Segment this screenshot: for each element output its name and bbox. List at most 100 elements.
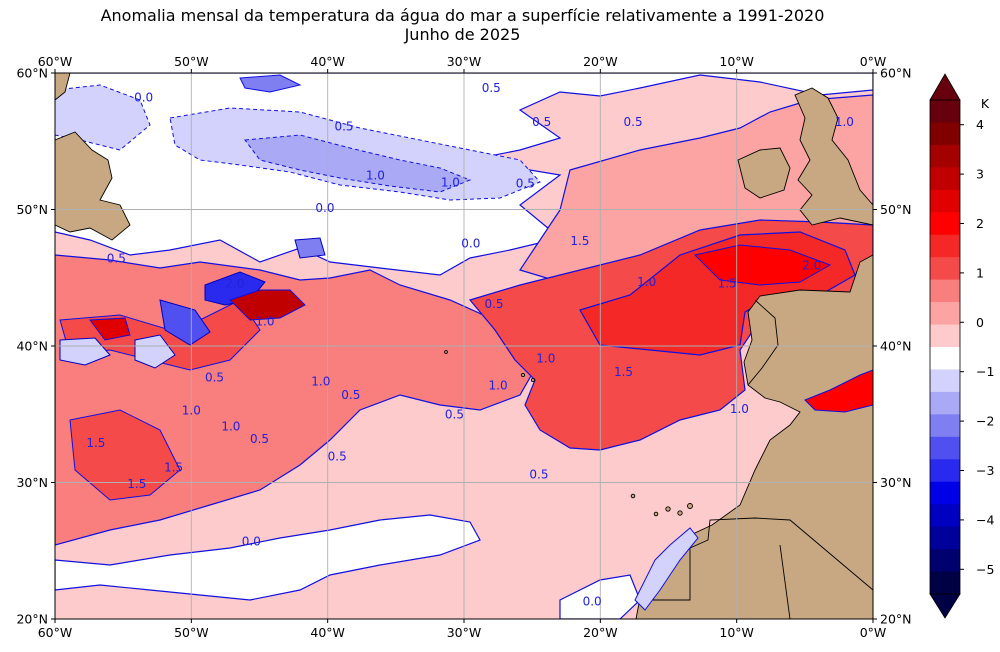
contour-label: 0.5 bbox=[529, 467, 548, 481]
lat-tick-label-right: 60°N bbox=[880, 66, 912, 81]
lon-tick-label-top: 40°W bbox=[310, 54, 345, 69]
colorbar-segment bbox=[930, 526, 960, 550]
colorbar-unit: K bbox=[981, 96, 990, 111]
colorbar-segment bbox=[930, 481, 960, 505]
lon-tick-label-top: 30°W bbox=[447, 54, 482, 69]
land-newfoundland bbox=[55, 131, 131, 241]
lon-tick-label-bottom: 20°W bbox=[583, 625, 618, 640]
colorbar-segment bbox=[930, 212, 960, 236]
contour-label: 0.5 bbox=[205, 370, 224, 384]
colorbar: 4 3 2 1 0 −1 −2 −3 −4 −5 bbox=[929, 73, 994, 619]
anomaly-region-cold-4 bbox=[239, 74, 302, 93]
colorbar-segment bbox=[930, 436, 960, 460]
land-labrador bbox=[55, 73, 71, 101]
lon-tick-label-top: 50°W bbox=[174, 54, 209, 69]
contour-label: 1.0 bbox=[255, 315, 274, 329]
lat-tick-label-left: 40°N bbox=[16, 339, 48, 354]
anomaly-eddy-red-1 bbox=[229, 289, 306, 321]
anomaly-region-hot-core bbox=[694, 244, 832, 286]
contour-label: 0.5 bbox=[328, 450, 347, 464]
land-madeira bbox=[630, 493, 636, 499]
contour-label: 1.0 bbox=[221, 420, 240, 434]
colorbar-tick-label: 3 bbox=[976, 167, 984, 182]
lon-tick-label-bottom: 0°W bbox=[860, 625, 887, 640]
contour-label: 1.0 bbox=[366, 168, 385, 182]
colorbar-segment bbox=[930, 234, 960, 258]
land-canary-1 bbox=[665, 506, 671, 512]
colorbar-extend-max bbox=[929, 73, 961, 101]
land-canary-2 bbox=[677, 510, 683, 516]
lat-tick-label-right: 30°N bbox=[880, 475, 912, 490]
contour-label: 0.5 bbox=[107, 252, 126, 266]
anomaly-eddy-blue-3 bbox=[59, 337, 111, 366]
colorbar-tick-label: −4 bbox=[976, 512, 994, 527]
land-canary-3 bbox=[687, 503, 693, 509]
colorbar-segment bbox=[930, 144, 960, 168]
anomaly-region-cold-2 bbox=[244, 134, 472, 193]
contour-label: 1.0 bbox=[489, 379, 508, 393]
anomaly-eddy-red-2 bbox=[89, 317, 131, 341]
contour-label: 0.5 bbox=[516, 177, 535, 191]
contour-label: 0.5 bbox=[532, 115, 551, 129]
lon-tick-label-bottom: 40°W bbox=[310, 625, 345, 640]
colorbar-segment bbox=[930, 167, 960, 191]
contour-label: 1.0 bbox=[835, 115, 854, 129]
contour-label: 0.0 bbox=[242, 534, 261, 548]
anomaly-mediterranean-warm bbox=[804, 369, 873, 413]
lon-tick-label-bottom: 60°W bbox=[38, 625, 73, 640]
colorbar-segment bbox=[930, 189, 960, 213]
contour-label: 0.0 bbox=[134, 91, 153, 105]
longitude-ticks-top: 60°W 50°W 40°W 30°W 20°W 10°W 0°W bbox=[38, 54, 887, 73]
colorbar-tick-label: 2 bbox=[976, 216, 984, 231]
contour-label: 1.5 bbox=[164, 461, 183, 475]
contour-label: 1.5 bbox=[614, 365, 633, 379]
lat-tick-label-right: 20°N bbox=[880, 612, 912, 627]
lat-tick-label-left: 30°N bbox=[16, 475, 48, 490]
land-canary-4 bbox=[653, 511, 659, 517]
latitude-ticks-left: 60°N 50°N 40°N 30°N 20°N bbox=[16, 66, 55, 627]
map-title: Anomalia mensal da temperatura da água d… bbox=[100, 6, 825, 25]
contour-label: 1.5 bbox=[570, 234, 589, 248]
contour-label: 1.0 bbox=[311, 375, 330, 389]
lat-tick-label-left: 50°N bbox=[16, 202, 48, 217]
contour-label: 1.0 bbox=[637, 275, 656, 289]
lon-tick-label-bottom: 10°W bbox=[719, 625, 754, 640]
contour-label: 2.0 bbox=[802, 259, 821, 273]
colorbar-segment bbox=[930, 459, 960, 483]
contour-label: 0.5 bbox=[624, 115, 643, 129]
land-great-britain bbox=[794, 87, 873, 226]
colorbar-segment bbox=[930, 257, 960, 281]
contour-labels: 0.0 0.5 0.5 0.5 0.5 1.0 1.0 1.0 0.5 0.0 0.0 0.5 1.5 2… bbox=[86, 81, 854, 608]
colorbar-tick-label: 4 bbox=[976, 117, 984, 132]
colorbar-frame bbox=[929, 99, 961, 595]
colorbar-segment bbox=[930, 414, 960, 438]
lon-tick-label-bottom: 50°W bbox=[174, 625, 209, 640]
contour-label: 2.0 bbox=[225, 276, 244, 290]
contour-label: 0.5 bbox=[482, 81, 501, 95]
gridlines bbox=[55, 73, 873, 619]
colorbar-tick-label: −2 bbox=[976, 414, 994, 429]
anomaly-eddy-blue-2 bbox=[159, 299, 211, 346]
anomaly-coastal-cold bbox=[634, 527, 699, 611]
land-ireland bbox=[737, 147, 791, 199]
colorbar-segment bbox=[930, 100, 960, 123]
contour-label: 0.5 bbox=[445, 407, 464, 421]
lon-tick-label-top: 60°W bbox=[38, 54, 73, 69]
land-azores-1 bbox=[520, 372, 526, 378]
contour-label: 0.5 bbox=[341, 388, 360, 402]
contour-label: 0.5 bbox=[334, 119, 353, 133]
colorbar-tick-label: −5 bbox=[976, 562, 994, 577]
contour-label: 1.0 bbox=[182, 403, 201, 417]
colorbar-extend-min bbox=[929, 593, 961, 619]
colorbar-segment bbox=[930, 504, 960, 528]
contour-label: 0.0 bbox=[461, 237, 480, 251]
colorbar-segment bbox=[930, 391, 960, 415]
contour-label: 0.5 bbox=[484, 297, 503, 311]
colorbar-segment bbox=[930, 122, 960, 146]
longitude-ticks-bottom: 60°W 50°W 40°W 30°W 20°W 10°W 0°W bbox=[38, 619, 887, 640]
lon-tick-label-top: 0°W bbox=[860, 54, 887, 69]
anomaly-region-neutral-south bbox=[55, 514, 481, 601]
lat-tick-label-right: 50°N bbox=[880, 202, 912, 217]
contour-label: 0.0 bbox=[583, 594, 602, 608]
lon-tick-label-bottom: 30°W bbox=[447, 625, 482, 640]
